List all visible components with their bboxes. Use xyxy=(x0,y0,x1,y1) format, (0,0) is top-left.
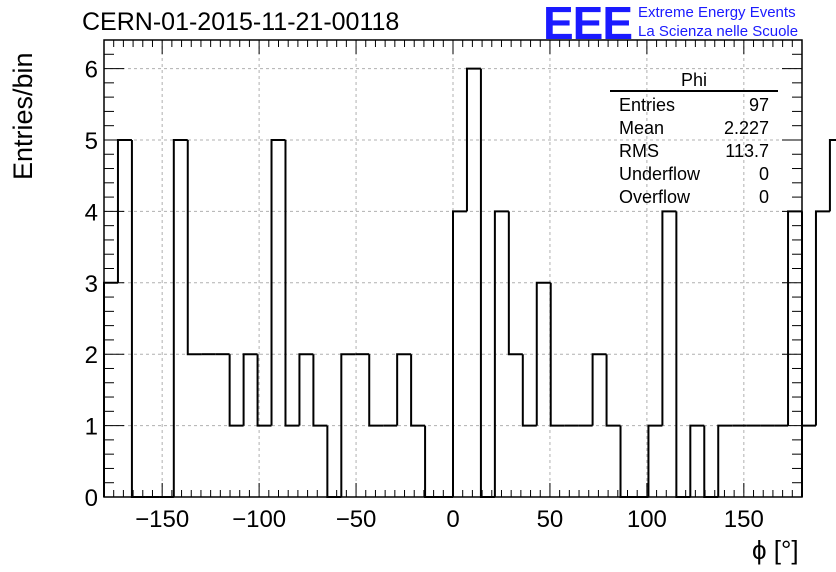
histogram-bin xyxy=(521,354,537,427)
histogram-bin xyxy=(828,138,836,212)
stats-value: 0 xyxy=(758,164,769,184)
chart-title: CERN-01-2015-11-21-00118 xyxy=(82,8,400,36)
histogram-bin xyxy=(298,353,314,426)
stats-row-mean: Mean 2.227 xyxy=(610,117,778,140)
histogram-bin xyxy=(801,211,816,427)
stats-title: Phi xyxy=(680,70,707,90)
y-tick-label: 0 xyxy=(85,485,98,512)
stats-row-overflow: Overflow 0 xyxy=(610,186,778,209)
histogram-bin xyxy=(424,425,440,498)
stats-row-entries: Entries 97 xyxy=(610,94,778,117)
histogram-bin xyxy=(591,353,607,426)
stats-label: RMS xyxy=(619,141,659,161)
stats-value: 0 xyxy=(758,187,769,207)
histogram-bin xyxy=(284,139,300,427)
histogram-bin xyxy=(340,353,356,497)
histogram-bin xyxy=(270,138,286,426)
histogram-bin xyxy=(326,425,342,498)
eee-logo-text: Extreme Energy Events La Scienza nelle S… xyxy=(638,3,798,41)
histogram-bin xyxy=(661,210,677,426)
axis-ticks: −150 −100 −50 0 50 100 150 0 1 2 3 4 5 6 xyxy=(85,40,802,533)
histogram-bin xyxy=(256,354,272,427)
histogram-bin xyxy=(130,139,146,498)
eee-logo: EEE xyxy=(543,0,633,49)
histogram-bin xyxy=(410,354,426,427)
stats-value: 97 xyxy=(748,95,769,115)
stats-row-underflow: Underflow 0 xyxy=(610,163,778,186)
x-tick-label: −50 xyxy=(336,506,377,533)
histogram-bin xyxy=(396,353,412,426)
stats-value: 113.7 xyxy=(725,141,769,161)
histogram-bin xyxy=(814,210,830,426)
histogram-bin xyxy=(549,282,565,427)
histogram-bin xyxy=(787,210,802,426)
y-tick-label: 4 xyxy=(85,199,98,226)
histogram-bin xyxy=(535,281,551,426)
histogram-bin xyxy=(368,354,384,427)
stats-label: Overflow xyxy=(619,187,691,207)
y-tick-label: 3 xyxy=(85,271,98,298)
logo-line-1: Extreme Energy Events xyxy=(638,4,796,21)
y-tick-label: 6 xyxy=(85,57,98,84)
histogram-bin xyxy=(493,210,509,497)
y-tick-label: 1 xyxy=(85,414,98,441)
y-tick-label: 5 xyxy=(85,128,98,155)
x-tick-label: −150 xyxy=(135,506,189,533)
stats-label: Mean xyxy=(619,118,665,138)
histogram-bin xyxy=(465,67,481,212)
logo-line-2: La Scienza nelle Scuole xyxy=(638,23,799,40)
x-tick-label: 150 xyxy=(724,506,764,533)
x-tick-label: −100 xyxy=(232,506,286,533)
histogram-bin xyxy=(103,281,118,497)
x-tick-label: 100 xyxy=(627,506,667,533)
histogram-bin xyxy=(228,354,244,427)
x-tick-label: 50 xyxy=(537,506,564,533)
histogram-bin xyxy=(717,424,733,497)
histogram-bin xyxy=(647,424,663,497)
stats-box: Phi Entries 97 Mean 2.227 RMS 113.7 Unde… xyxy=(610,70,778,209)
histogram-bin xyxy=(186,139,202,356)
y-axis-label: Entries/bin xyxy=(8,52,38,180)
stats-row-rms: RMS 113.7 xyxy=(610,140,778,163)
histogram-bin xyxy=(242,353,258,426)
histogram-bin xyxy=(172,138,188,497)
histogram-bin xyxy=(703,425,719,498)
stats-label: Entries xyxy=(619,95,676,115)
x-axis-label: ϕ [°] xyxy=(752,535,799,565)
stats-value: 2.227 xyxy=(723,118,769,138)
histogram-bin xyxy=(312,354,328,427)
stats-label: Underflow xyxy=(619,164,701,184)
histogram-bin xyxy=(605,354,621,427)
histogram-bin xyxy=(619,425,635,498)
histogram-bin xyxy=(452,210,467,497)
stats-separator xyxy=(610,90,778,92)
histogram-bin xyxy=(689,424,705,497)
y-tick-label: 2 xyxy=(85,342,98,369)
histogram-bin xyxy=(507,211,523,356)
x-tick-label: 0 xyxy=(446,506,459,533)
